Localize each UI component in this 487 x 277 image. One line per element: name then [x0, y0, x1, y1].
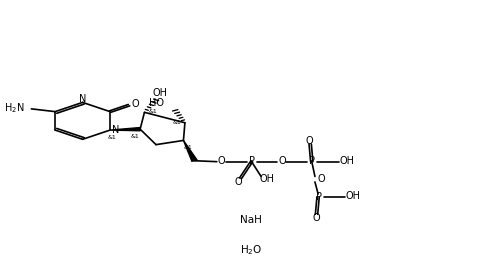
Polygon shape: [184, 140, 197, 161]
Text: &1: &1: [131, 134, 140, 139]
Text: OH: OH: [259, 174, 274, 184]
Text: N: N: [112, 125, 119, 135]
Polygon shape: [110, 127, 140, 131]
Text: OH: OH: [152, 88, 168, 98]
Text: O: O: [317, 174, 325, 184]
Text: P: P: [249, 156, 255, 166]
Text: HO: HO: [149, 99, 164, 109]
Text: O: O: [306, 136, 314, 146]
Text: H$_2$N: H$_2$N: [4, 101, 24, 115]
Text: H$_2$O: H$_2$O: [240, 243, 262, 257]
Text: &1: &1: [149, 109, 157, 114]
Text: OH: OH: [346, 191, 361, 201]
Text: P: P: [309, 156, 315, 166]
Text: P: P: [316, 192, 321, 202]
Text: OH: OH: [339, 156, 355, 166]
Text: O: O: [279, 156, 286, 166]
Text: N: N: [79, 94, 86, 104]
Text: NaH: NaH: [240, 215, 262, 225]
Text: O: O: [234, 177, 242, 187]
Text: &1: &1: [172, 120, 181, 125]
Text: O: O: [312, 213, 320, 223]
Text: &1: &1: [184, 145, 192, 150]
Text: &1: &1: [108, 135, 117, 140]
Text: O: O: [218, 156, 225, 166]
Text: O: O: [131, 99, 139, 109]
